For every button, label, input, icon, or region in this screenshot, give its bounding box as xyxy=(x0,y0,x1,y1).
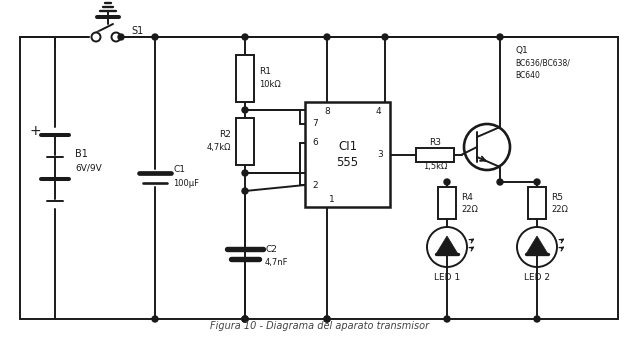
Bar xyxy=(528,187,546,219)
Text: 4,7nF: 4,7nF xyxy=(265,257,289,267)
Text: 100μF: 100μF xyxy=(173,179,199,187)
Circle shape xyxy=(242,107,248,113)
Text: 7: 7 xyxy=(312,120,318,128)
Circle shape xyxy=(324,316,330,322)
Circle shape xyxy=(118,34,124,40)
Text: 3: 3 xyxy=(377,150,383,159)
Circle shape xyxy=(497,34,503,40)
Bar xyxy=(416,148,454,161)
Text: BC640: BC640 xyxy=(515,70,540,80)
Text: R1: R1 xyxy=(259,67,271,76)
Polygon shape xyxy=(526,236,548,254)
Text: R3: R3 xyxy=(429,138,441,147)
Circle shape xyxy=(152,34,158,40)
Bar xyxy=(236,118,254,165)
Polygon shape xyxy=(436,236,458,254)
Text: C2: C2 xyxy=(265,245,277,254)
Circle shape xyxy=(324,34,330,40)
Circle shape xyxy=(242,316,248,322)
Circle shape xyxy=(497,179,503,185)
Text: 1,5kΩ: 1,5kΩ xyxy=(423,162,447,171)
Bar xyxy=(438,187,456,219)
Text: B1: B1 xyxy=(75,149,88,159)
Circle shape xyxy=(382,34,388,40)
Bar xyxy=(236,55,254,102)
Circle shape xyxy=(444,179,450,185)
Circle shape xyxy=(242,34,248,40)
Circle shape xyxy=(242,170,248,176)
Circle shape xyxy=(534,179,540,185)
Text: 1: 1 xyxy=(329,194,335,204)
Circle shape xyxy=(242,316,248,322)
Circle shape xyxy=(324,316,330,322)
Circle shape xyxy=(534,316,540,322)
Text: 10kΩ: 10kΩ xyxy=(259,80,281,89)
Bar xyxy=(305,102,390,207)
Text: 555: 555 xyxy=(337,156,358,169)
Text: CI1: CI1 xyxy=(338,140,357,153)
Text: Figura 10 - Diagrama del aparato transmisor: Figura 10 - Diagrama del aparato transmi… xyxy=(211,321,429,331)
Text: 22Ω: 22Ω xyxy=(551,205,568,214)
Text: C1: C1 xyxy=(173,165,185,175)
Text: 4,7kΩ: 4,7kΩ xyxy=(207,143,231,152)
Text: 6: 6 xyxy=(312,138,318,147)
Text: R5: R5 xyxy=(551,192,563,202)
Text: 2: 2 xyxy=(312,181,318,189)
Text: LED 2: LED 2 xyxy=(524,273,550,281)
Text: R2: R2 xyxy=(219,130,231,139)
Text: S1: S1 xyxy=(131,26,143,36)
Text: LED 1: LED 1 xyxy=(434,273,460,281)
Text: 4: 4 xyxy=(375,106,381,116)
Text: R4: R4 xyxy=(461,192,473,202)
Text: 8: 8 xyxy=(324,106,330,116)
Circle shape xyxy=(242,316,248,322)
Circle shape xyxy=(444,316,450,322)
Text: BC636/BC638/: BC636/BC638/ xyxy=(515,59,570,67)
Text: +: + xyxy=(29,124,41,138)
Circle shape xyxy=(242,188,248,194)
Text: 22Ω: 22Ω xyxy=(461,205,478,214)
Text: 6V/9V: 6V/9V xyxy=(75,163,102,173)
Text: Q1: Q1 xyxy=(515,47,528,56)
Circle shape xyxy=(152,316,158,322)
